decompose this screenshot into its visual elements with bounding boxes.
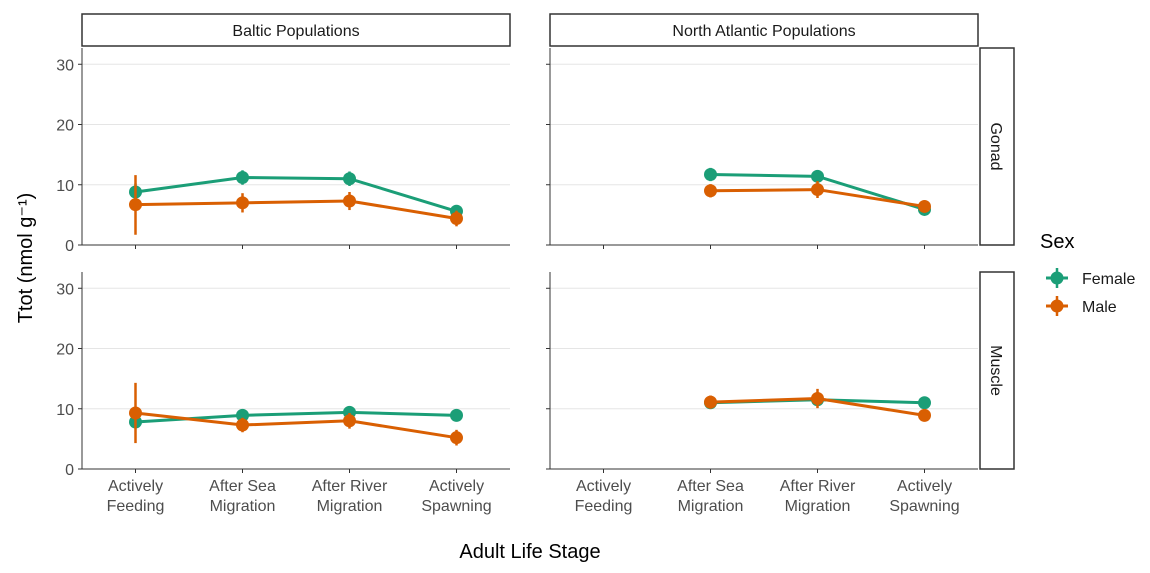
- legend-label: Female: [1082, 271, 1135, 288]
- y-tick-label: 20: [56, 118, 74, 135]
- mean-point: [129, 406, 142, 420]
- mean-point: [704, 168, 717, 182]
- mean-point: [129, 198, 142, 212]
- x-tick-label-line: Spawning: [889, 498, 959, 515]
- mean-point: [918, 396, 931, 410]
- x-tick-label: Actively Feeding: [575, 478, 633, 515]
- mean-point: [343, 172, 356, 186]
- x-tick-label: Actively Spawning: [889, 478, 959, 515]
- mean-point: [236, 171, 249, 185]
- series-line: [135, 411, 457, 440]
- mean-point: [450, 408, 463, 422]
- series-line: [135, 176, 457, 213]
- x-tick-label-line: Migration: [317, 498, 383, 515]
- mean-point: [704, 395, 717, 409]
- x-tick-label-line: Feeding: [107, 498, 165, 515]
- x-tick-label-line: After River: [780, 478, 856, 495]
- facet-strip: [81, 13, 511, 47]
- x-tick-label-line: After Sea: [677, 478, 744, 495]
- x-tick-label: After Sea Migration: [677, 478, 744, 515]
- facet-label: Muscle: [987, 345, 1004, 396]
- facet-strip: [979, 47, 1015, 246]
- facet-label: North Atlantic Populations: [672, 23, 855, 40]
- x-tick-label-line: Actively: [429, 478, 484, 495]
- x-tick-label-line: After Sea: [209, 478, 276, 495]
- x-tick-label-line: Actively: [108, 478, 163, 495]
- x-tick-label: After River Migration: [780, 478, 856, 515]
- y-tick-label: 0: [65, 462, 74, 479]
- x-tick-label-line: Migration: [785, 498, 851, 515]
- y-tick-label: 0: [65, 238, 74, 255]
- x-tick-label-line: Actively: [897, 478, 952, 495]
- x-tick-label-line: Spawning: [421, 498, 491, 515]
- mean-point: [236, 418, 249, 432]
- mean-point: [450, 211, 463, 225]
- facet-strip: [549, 13, 979, 47]
- legend-key: [1050, 271, 1064, 285]
- mean-point: [811, 392, 824, 406]
- legend-label: Male: [1082, 299, 1117, 316]
- mean-point: [236, 408, 249, 422]
- legend-title: Sex: [1040, 231, 1074, 253]
- x-axis-title: Adult Life Stage: [459, 541, 600, 563]
- series-line: [135, 199, 457, 220]
- mean-point: [811, 183, 824, 197]
- mean-point: [236, 196, 249, 210]
- x-tick-label-line: Feeding: [575, 498, 633, 515]
- y-tick-label: 20: [56, 342, 74, 359]
- x-tick-label: Actively Feeding: [107, 478, 165, 515]
- y-tick-label: 30: [56, 281, 74, 298]
- mean-point: [343, 414, 356, 428]
- y-tick-label: 10: [56, 402, 74, 419]
- facet-strip: [979, 271, 1015, 470]
- facet-label: Gonad: [987, 122, 1004, 170]
- x-tick-label-line: Migration: [678, 498, 744, 515]
- y-axis-title: Ttot (nmol g⁻¹): [15, 193, 37, 324]
- x-tick-label: After Sea Migration: [209, 478, 276, 515]
- x-tick-label-line: Migration: [210, 498, 276, 515]
- mean-point: [704, 184, 717, 198]
- x-tick-label-line: Actively: [576, 478, 631, 495]
- facet-label: Baltic Populations: [232, 23, 359, 40]
- mean-point: [343, 194, 356, 208]
- mean-point: [918, 408, 931, 422]
- x-tick-label: Actively Spawning: [421, 478, 491, 515]
- y-tick-label: 30: [56, 57, 74, 74]
- legend-key: [1050, 299, 1064, 313]
- x-tick-label: After River Migration: [312, 478, 388, 515]
- y-tick-label: 10: [56, 178, 74, 195]
- mean-point: [450, 431, 463, 445]
- mean-point: [918, 199, 931, 213]
- x-tick-label-line: After River: [312, 478, 388, 495]
- mean-point: [811, 169, 824, 183]
